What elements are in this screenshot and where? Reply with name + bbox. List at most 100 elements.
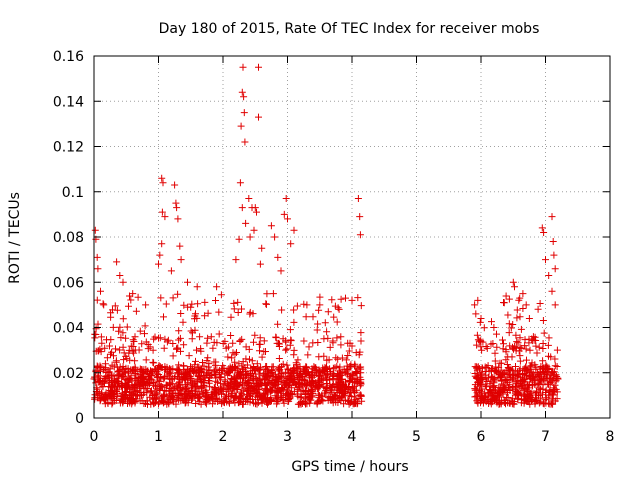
data-point — [240, 109, 248, 117]
data-point — [527, 368, 535, 376]
data-point — [475, 374, 483, 382]
data-point — [258, 353, 266, 361]
data-point — [549, 376, 557, 384]
data-point — [528, 337, 536, 345]
data-point — [238, 335, 246, 343]
data-point — [180, 301, 188, 309]
data-point — [493, 390, 501, 397]
data-point — [214, 379, 221, 387]
data-point — [313, 400, 321, 408]
data-point — [539, 391, 546, 399]
data-point — [141, 322, 149, 330]
grid — [94, 56, 610, 418]
data-point — [213, 339, 221, 347]
data-point — [176, 375, 184, 383]
data-point — [104, 399, 112, 407]
data-point — [521, 375, 529, 383]
data-point — [508, 398, 516, 405]
data-point — [489, 382, 497, 390]
data-point — [177, 347, 184, 355]
data-point — [281, 380, 289, 388]
data-point — [480, 324, 488, 332]
data-point — [94, 393, 102, 401]
x-tick-label: 7 — [541, 429, 550, 445]
data-point — [250, 226, 258, 234]
data-point — [535, 380, 543, 388]
data-point — [500, 340, 507, 348]
data-point — [514, 394, 522, 402]
data-point — [348, 296, 356, 304]
data-point — [286, 376, 294, 384]
data-point — [109, 395, 117, 402]
data-point — [169, 294, 177, 302]
data-point — [263, 380, 271, 388]
data-point — [547, 353, 555, 361]
data-point — [221, 337, 229, 345]
data-point — [94, 265, 102, 273]
data-point — [120, 356, 128, 364]
data-point — [503, 394, 511, 402]
data-point — [199, 389, 207, 397]
data-point — [553, 346, 561, 354]
data-point — [481, 389, 489, 397]
data-point — [105, 369, 113, 377]
data-point — [479, 338, 487, 346]
data-point — [301, 394, 309, 402]
data-point — [539, 357, 547, 365]
data-point — [481, 382, 489, 390]
data-point — [335, 305, 343, 313]
y-tick-label: 0.02 — [53, 366, 84, 382]
data-point — [153, 373, 161, 381]
data-point — [123, 355, 131, 363]
data-point — [186, 389, 194, 397]
data-point — [483, 344, 491, 352]
data-point — [280, 399, 288, 407]
data-point — [326, 375, 334, 383]
data-point — [93, 296, 101, 304]
data-point — [109, 306, 116, 314]
data-point — [534, 305, 542, 313]
data-point — [174, 290, 182, 298]
data-point — [338, 375, 346, 383]
data-point — [118, 397, 126, 405]
data-point — [97, 287, 104, 295]
y-tick-label: 0.08 — [53, 230, 84, 246]
data-point — [107, 350, 114, 358]
data-point — [149, 346, 157, 354]
data-point — [155, 365, 163, 373]
data-point — [116, 323, 124, 331]
data-point — [282, 346, 290, 354]
data-point — [545, 380, 552, 388]
data-point — [281, 392, 289, 400]
data-point — [340, 390, 348, 398]
data-point — [165, 370, 173, 378]
data-point — [535, 370, 543, 378]
data-point — [256, 260, 264, 268]
data-point — [475, 390, 483, 398]
data-point — [148, 387, 155, 395]
data-point — [290, 306, 298, 314]
data-point — [528, 359, 536, 367]
data-point — [473, 397, 481, 405]
data-point — [513, 338, 521, 346]
data-point — [256, 334, 264, 342]
data-point — [293, 302, 301, 310]
data-point — [338, 354, 346, 362]
data-point — [228, 363, 236, 371]
data-point — [268, 367, 276, 375]
data-point — [333, 318, 341, 326]
data-point — [100, 301, 108, 309]
data-point — [175, 379, 183, 387]
data-point — [533, 349, 541, 357]
data-point — [230, 299, 238, 307]
data-point — [116, 346, 124, 354]
data-point — [276, 367, 283, 375]
data-point — [127, 342, 135, 350]
data-point — [499, 386, 507, 394]
data-point — [238, 88, 246, 96]
data-point — [285, 370, 293, 378]
data-point — [504, 399, 512, 407]
data-point — [126, 399, 134, 407]
data-point — [539, 345, 547, 352]
data-point — [491, 395, 499, 403]
